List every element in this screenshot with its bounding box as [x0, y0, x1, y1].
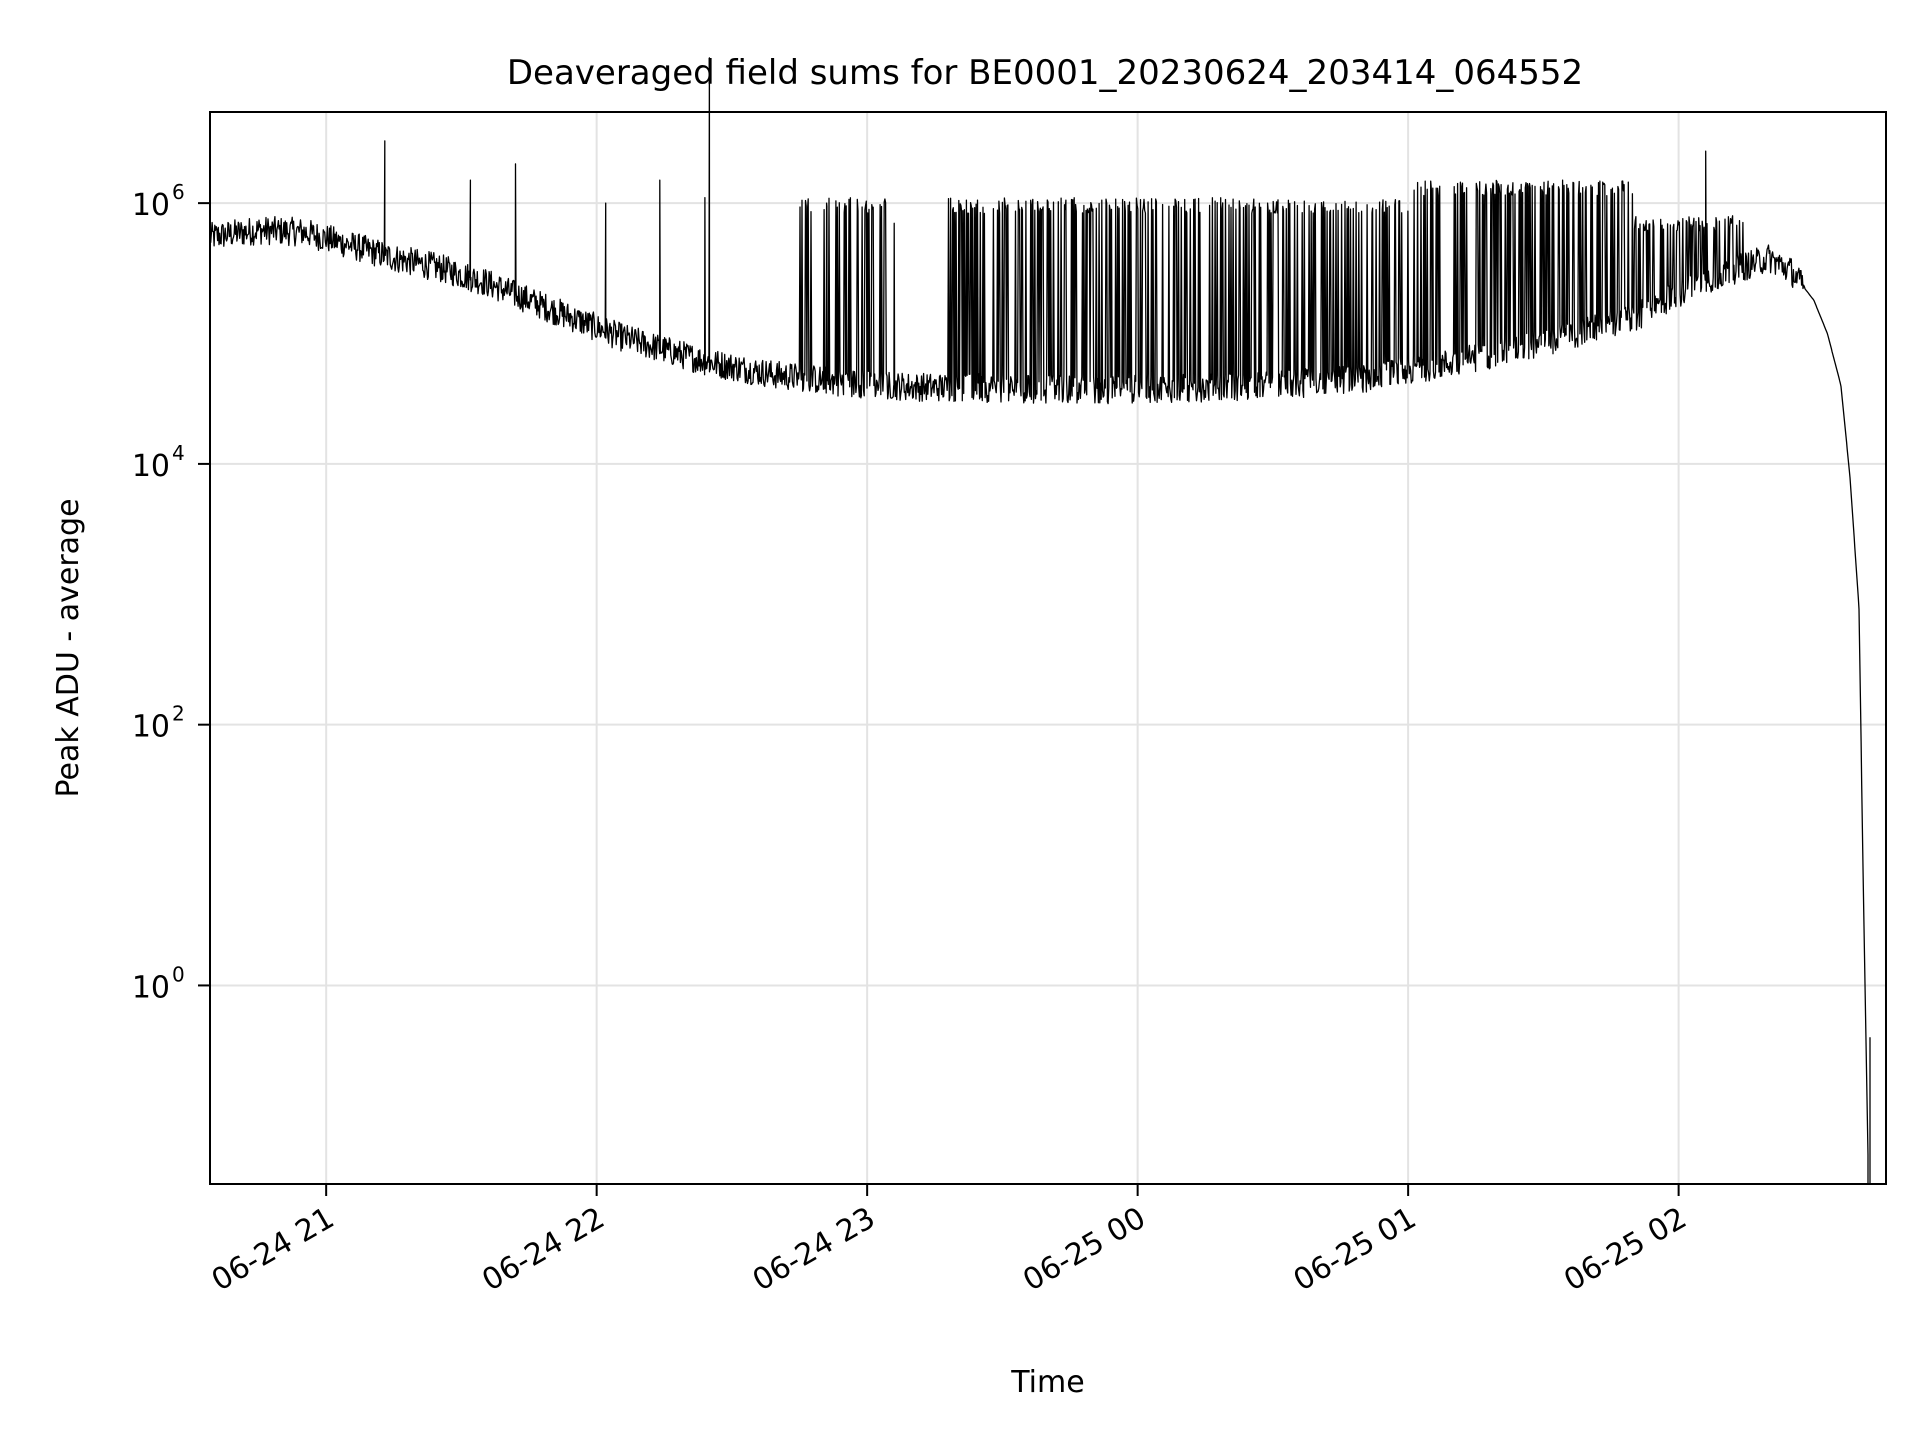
y-tick-exponent: 2 [172, 702, 185, 726]
y-tick-exponent: 0 [172, 962, 185, 986]
x-axis-label: Time [1010, 1365, 1084, 1400]
y-tick-label: 10 [132, 970, 170, 1005]
series-line [209, 57, 1871, 1184]
y-tick-label: 10 [132, 710, 170, 745]
y-tick-exponent: 4 [172, 441, 185, 465]
y-tick-label: 10 [132, 449, 170, 484]
plot-area-frame [209, 111, 1887, 1185]
y-tick-exponent: 6 [172, 180, 185, 204]
y-tick-label: 10 [132, 188, 170, 223]
y-axis-label: Peak ADU - average [51, 498, 86, 797]
chart-title: Deaveraged field sums for BE0001_2023062… [507, 53, 1583, 93]
data-series [209, 57, 1871, 1184]
